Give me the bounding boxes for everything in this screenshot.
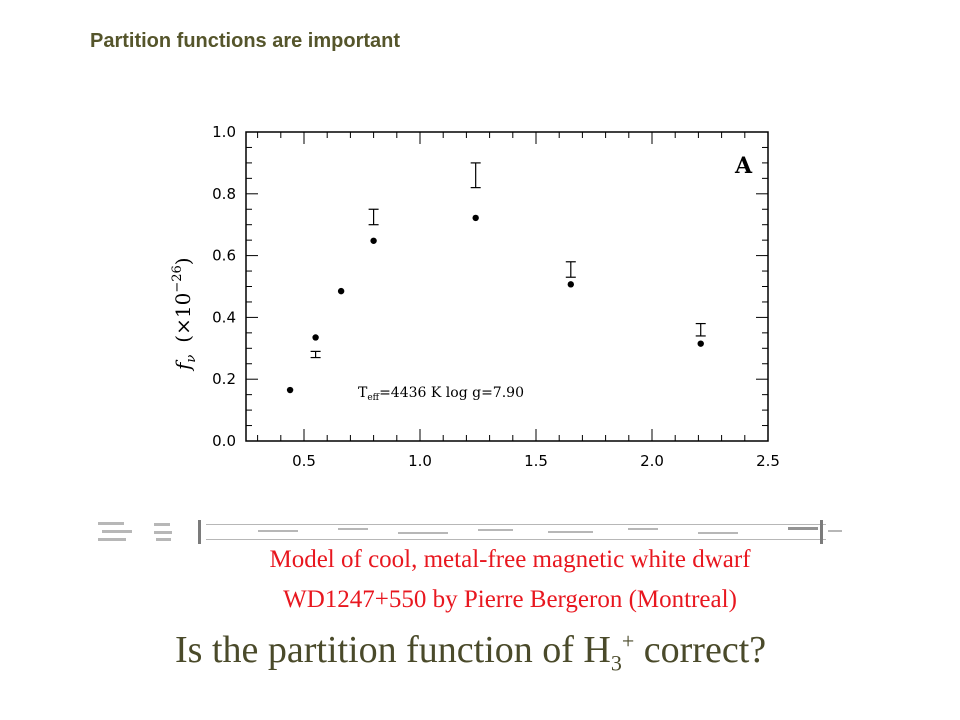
teff-symbol: T [358,385,368,401]
y-label-exponent: −26 [170,265,185,292]
caption-line-2: WD1247+550 by Pierre Bergeron (Montreal) [283,586,737,613]
teff-subscript: eff [367,393,379,403]
y-tick-label: 0.8 [212,185,236,203]
x-tick-label: 0.5 [292,452,316,470]
observed-errorbar [470,162,481,189]
question-superscript: + [621,628,635,654]
x-tick-label: 2.0 [640,452,664,470]
flux-chart: 0.5 1.0 1.5 2.0 2.5 0.0 0.2 0.4 0.6 0.8 1.0 A Tef… [170,123,780,470]
x-tick-label: 1.0 [408,452,432,470]
model-point [567,281,574,288]
question-text: Is the partition function of H3+ correct… [175,628,766,677]
axis-ticks [246,131,769,442]
teff-annotation: Teff=4436 K log g=7.90 [358,385,524,403]
question-subscript: 3 [610,650,622,676]
x-tick-labels: 0.5 1.0 1.5 2.0 2.5 [292,452,780,470]
model-points [286,214,704,394]
model-point [370,237,377,244]
model-point [286,386,294,394]
svg-text:fν(×10−26): fν(×10−26) [170,257,199,372]
observed-errorbar [695,322,706,337]
observed-errorbar [368,208,379,226]
observed-errorbar [310,350,321,359]
y-tick-label: 0.0 [212,432,236,450]
model-point [697,340,704,347]
teff-values: =4436 K log g=7.90 [379,385,524,401]
question-post: correct? [634,629,767,671]
y-tick-label: 0.2 [212,370,236,388]
model-point [312,334,319,341]
observed-errorbar [565,261,576,278]
caption-line-1: Model of cool, metal-free magnetic white… [269,546,751,573]
x-tick-label: 2.5 [756,452,780,470]
y-label-nu: ν [184,355,199,363]
scan-artifact-strip [98,520,842,544]
y-label-scale: (×10 [171,293,195,343]
y-tick-label: 0.6 [212,247,236,265]
panel-label: A [734,153,753,179]
slide-title: Partition functions are important [90,30,401,52]
observed-errorbars [310,162,706,359]
model-point [337,287,345,295]
y-label-close: ) [171,257,195,265]
y-axis-label: fν(×10−26) [170,257,199,372]
y-tick-label: 1.0 [212,123,236,141]
y-tick-label: 0.4 [212,308,236,326]
question-pre: Is the partition function of H [175,629,611,671]
model-point [472,214,479,222]
x-tick-label: 1.5 [524,452,548,470]
y-tick-labels: 0.0 0.2 0.4 0.6 0.8 1.0 [212,123,236,450]
